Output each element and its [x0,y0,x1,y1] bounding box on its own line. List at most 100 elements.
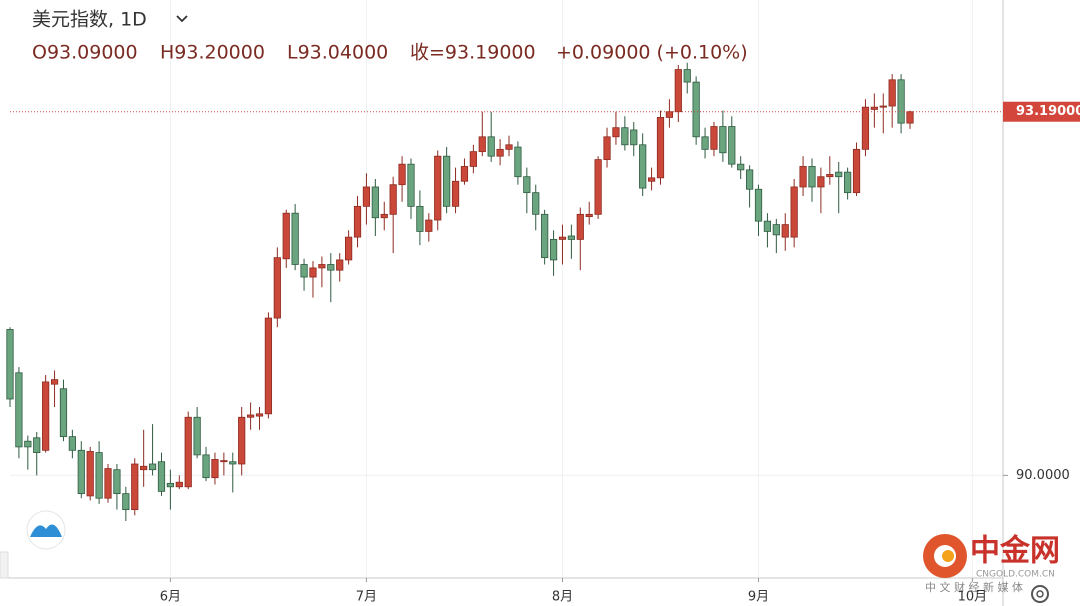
candle-body [42,381,50,451]
candle-body [434,155,442,221]
candle-body [104,468,112,499]
candle-body [549,239,558,261]
logo-cloud [30,524,62,537]
candle-body [175,481,183,488]
candle-body [665,111,674,118]
candle-body [407,163,415,207]
candle-body [318,264,326,269]
settings-icon[interactable] [1031,585,1049,603]
watermark-logo-dot [942,550,954,562]
ohlc-value: H93.20000 [160,42,265,64]
watermark: 中金网 CNGOLD.COM.CN 中 文 财 经 新 媒 体 [923,534,1060,594]
candle-body [184,416,192,488]
candle-body [888,79,896,107]
candle-body [710,126,718,150]
grid [10,0,1003,578]
candle-body [870,106,878,110]
candle-body [719,126,727,154]
candle-body [202,454,210,479]
candle-body [790,186,798,238]
candle-body [656,117,665,179]
candle-body [514,146,522,178]
candle-body [122,493,130,510]
candle-body [630,129,638,146]
candle-body [211,459,219,479]
candle-body [852,148,861,194]
watermark-domain: CNGOLD.COM.CN [976,570,1055,580]
candle-body [255,413,264,417]
candle-body [6,329,14,400]
x-tick-label: 7月 [356,590,377,605]
candle-body [541,213,549,259]
candle-body [371,186,379,219]
candle-body [140,465,148,471]
candle-body [621,127,629,146]
candle-body [523,176,531,194]
candle-body [906,111,914,124]
candle-body [300,264,308,278]
candle-body [443,155,451,207]
candle-body [835,171,843,178]
last-price-label: 93.19000 [1016,104,1080,119]
candle-body [594,159,602,215]
candle-body [291,212,299,265]
candle-body [59,388,68,438]
candle-body [808,166,816,188]
ohlc-value: L93.04000 [287,42,388,64]
ohlc-header: O93.09000 H93.20000 L93.04000 收=93.19000 +0.… [32,42,748,64]
candle-body [193,416,201,456]
ohlc-value: +0.09000 (+0.10%) [556,42,748,64]
candle-body [612,127,620,138]
logo-icon[interactable] [26,510,66,550]
y-tick-label: 90.0000 [1016,468,1070,483]
side-handle[interactable] [0,551,9,579]
candle-body [148,463,157,471]
candle-body [336,259,344,271]
candle-body [273,257,281,319]
candle-body [754,188,763,222]
candle-body [728,126,736,165]
candle-body [309,267,317,278]
candle-body [353,205,362,238]
candle-body [113,469,121,495]
candle-body [737,163,745,171]
ohlc-value: 收=93.19000 [410,42,536,64]
candle-body [362,186,371,207]
watermark-slogan: 中 文 财 经 新 媒 体 [925,580,1023,594]
candle-body [264,317,273,415]
candle-body [238,416,246,465]
candle-body [647,177,656,182]
x-tick-label: 9月 [748,590,769,605]
candle-body [95,452,103,499]
dropdown-icon[interactable] [176,15,188,23]
candle-body [603,136,611,161]
candle-body [460,166,469,182]
candles [6,62,914,521]
candle-body [246,414,255,418]
candle-body [639,144,647,189]
candle-body [576,213,584,240]
candle-body [220,460,228,463]
x-tick-label: 8月 [552,590,573,605]
candle-body [817,176,825,188]
candle-body [496,148,504,157]
candle-body [398,163,406,186]
candle-body [674,69,682,113]
candle-body [229,461,237,465]
candle-body [879,105,887,108]
candle-body [389,184,397,215]
candle-body [844,171,852,194]
candle-body [50,379,59,385]
candle-body [826,174,834,178]
candle-body [86,451,94,497]
candle-body [567,235,575,240]
candle-body [77,449,85,495]
candle-body [772,224,780,236]
candle-body [157,461,166,492]
candle-body [68,436,76,451]
last-price-box [1003,101,1080,122]
candle-body [781,224,789,238]
candle-body [380,213,388,219]
watermark-brand: 中金网 [970,534,1060,569]
